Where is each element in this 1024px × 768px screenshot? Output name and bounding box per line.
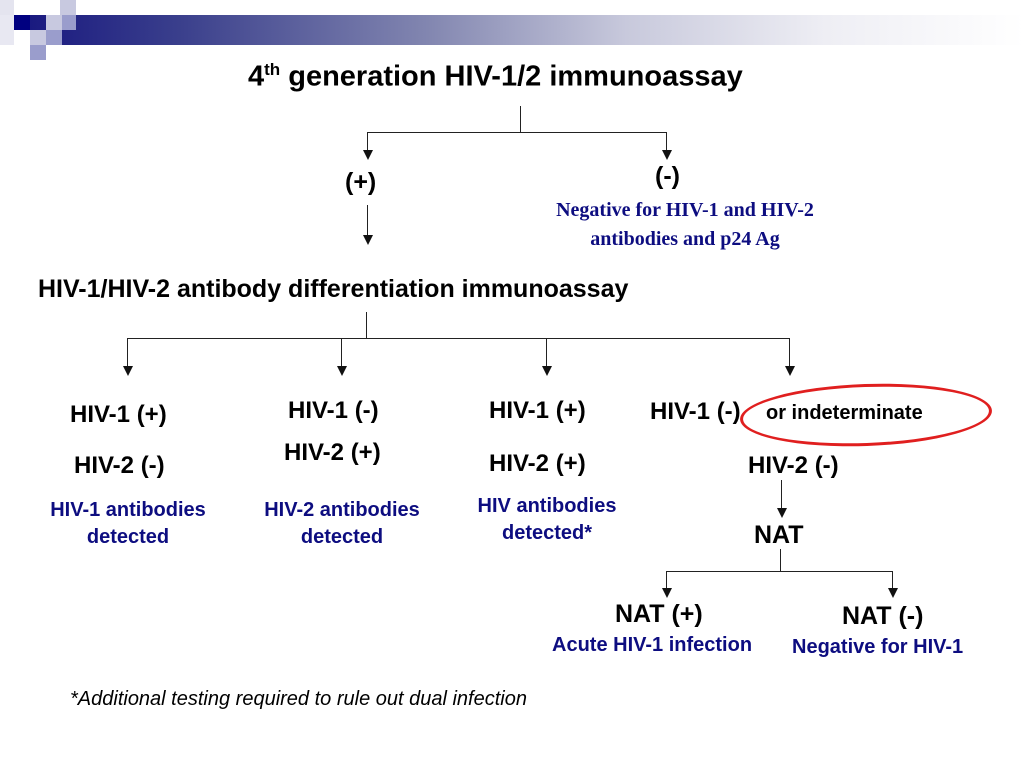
connector (127, 338, 128, 366)
connector (367, 132, 666, 133)
arrow-down-icon (542, 366, 552, 376)
connector (367, 205, 368, 235)
connector (366, 312, 367, 338)
arrow-down-icon (888, 588, 898, 598)
connector (520, 106, 521, 132)
title-rest: generation HIV-1/2 immunoassay (280, 60, 743, 93)
title-prefix: 4 (248, 60, 265, 93)
arrow-down-icon (777, 508, 787, 518)
outcome-3-hiv1: HIV-1 (+) (489, 397, 586, 424)
screen-negative-label: (-) (655, 162, 680, 190)
highlight-ellipse (738, 379, 994, 451)
connector (892, 571, 893, 588)
decor-square (62, 15, 76, 30)
outcome-2-desc-1: HIV-2 antibodies (264, 499, 420, 521)
outcome-3-desc-1: HIV antibodies (477, 495, 617, 517)
connector (341, 338, 342, 366)
outcome-2-hiv1: HIV-1 (-) (288, 397, 379, 424)
outcome-3-hiv2: HIV-2 (+) (489, 450, 586, 477)
nat-positive-desc: Acute HIV-1 infection (552, 634, 753, 656)
arrow-down-icon (363, 150, 373, 160)
arrow-down-icon (337, 366, 347, 376)
decor-square (30, 30, 46, 45)
connector (546, 338, 547, 366)
outcome-4-hiv2: HIV-2 (-) (748, 452, 839, 479)
outcome-1-hiv2: HIV-2 (-) (74, 452, 165, 479)
footnote: *Additional testing required to rule out… (70, 688, 527, 710)
nat-negative-label: NAT (-) (842, 602, 924, 630)
connector (666, 571, 667, 588)
decor-square (30, 45, 46, 60)
arrow-down-icon (785, 366, 795, 376)
decor-square (46, 30, 62, 45)
connector (781, 480, 782, 508)
screen-positive-label: (+) (345, 168, 377, 196)
arrow-down-icon (662, 588, 672, 598)
outcome-2-desc-2: detected (300, 526, 384, 548)
decor-square (14, 0, 30, 15)
connector (789, 338, 790, 366)
header-gradient-bar (30, 15, 1024, 45)
outcome-1-hiv1: HIV-1 (+) (70, 401, 167, 428)
differentiation-title: HIV-1/HIV-2 antibody differentiation imm… (38, 275, 629, 303)
nat-positive-label: NAT (+) (615, 600, 703, 628)
connector (666, 132, 667, 150)
outcome-4-hiv1: HIV-1 (-) (650, 398, 741, 425)
screen-negative-desc-2: antibodies and p24 Ag (590, 228, 780, 250)
screen-negative-desc-1: Negative for HIV-1 and HIV-2 (556, 199, 814, 221)
decor-square (0, 0, 14, 15)
connector (780, 549, 781, 571)
decor-square (0, 15, 14, 45)
decor-square (14, 15, 30, 30)
title-superscript: th (264, 60, 281, 79)
arrow-down-icon (363, 235, 373, 245)
arrow-down-icon (662, 150, 672, 160)
connector (367, 132, 368, 150)
outcome-1-desc-1: HIV-1 antibodies (50, 499, 206, 521)
arrow-down-icon (123, 366, 133, 376)
decor-square (60, 0, 76, 15)
decor-square (46, 15, 62, 30)
nat-negative-desc: Negative for HIV-1 (792, 636, 964, 658)
connector (127, 338, 789, 339)
outcome-4-indeterminate: or indeterminate (766, 402, 923, 424)
nat-node: NAT (754, 521, 804, 549)
outcome-1-desc-2: detected (86, 526, 170, 548)
outcome-3-desc-2: detected* (501, 522, 593, 544)
top-title: 4th generation HIV-1/2 immunoassay (248, 60, 743, 94)
connector (666, 571, 892, 572)
outcome-2-hiv2: HIV-2 (+) (284, 439, 381, 466)
